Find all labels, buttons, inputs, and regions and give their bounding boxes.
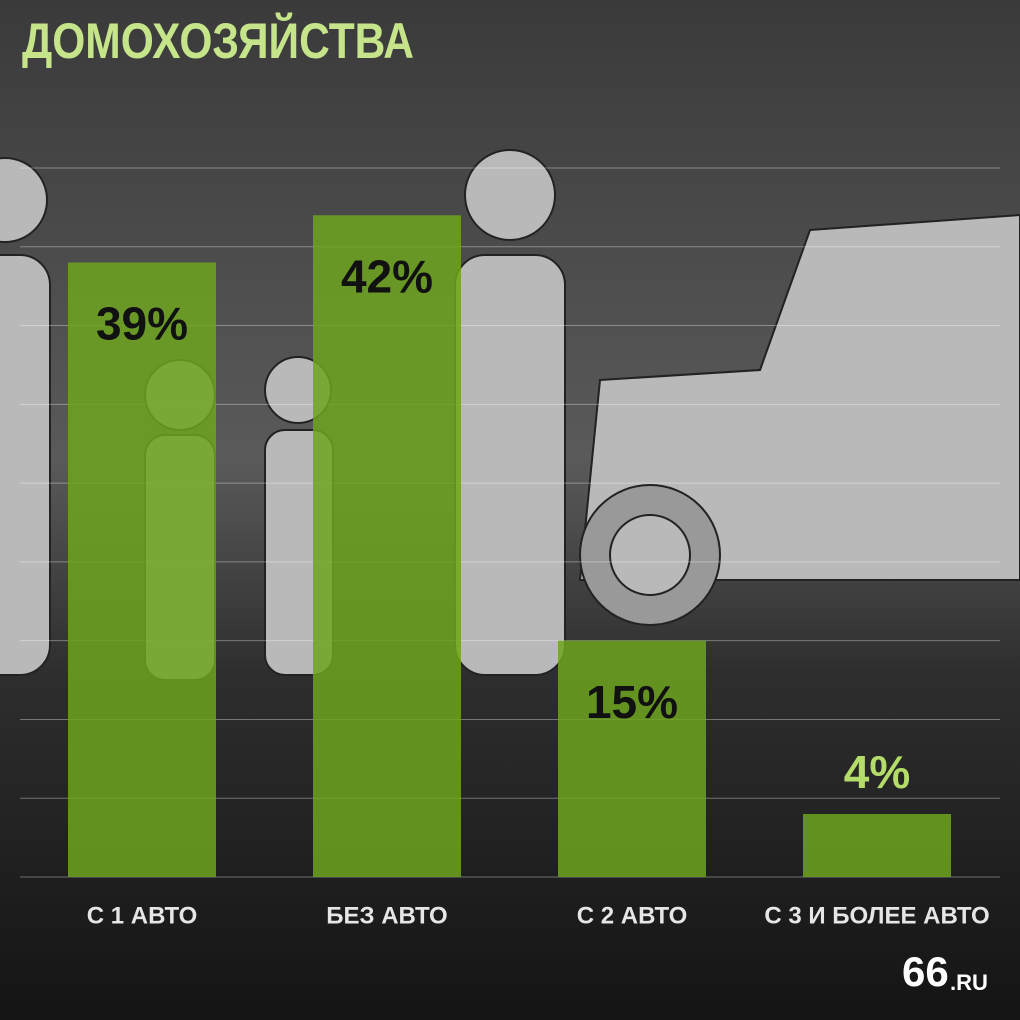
logo: 66 .RU [902,948,988,995]
x-tick-label: С 2 АВТО [577,902,688,929]
bar [68,262,216,877]
x-tick-label: С 1 АВТО [87,902,198,929]
data-label: 39% [96,298,188,350]
bar [313,215,461,877]
chart-title: ДОМОХОЗЯЙСТВА [22,13,414,69]
bar [803,813,951,877]
x-tick-label: БЕЗ АВТО [326,902,447,929]
logo-suffix: .RU [950,970,988,995]
bar [558,640,706,877]
data-label: 42% [341,250,433,302]
logo-main: 66 [902,948,949,995]
data-label: 15% [586,676,678,728]
x-tick-label: С 3 И БОЛЕЕ АВТО [764,902,989,929]
data-label: 4% [844,746,910,798]
